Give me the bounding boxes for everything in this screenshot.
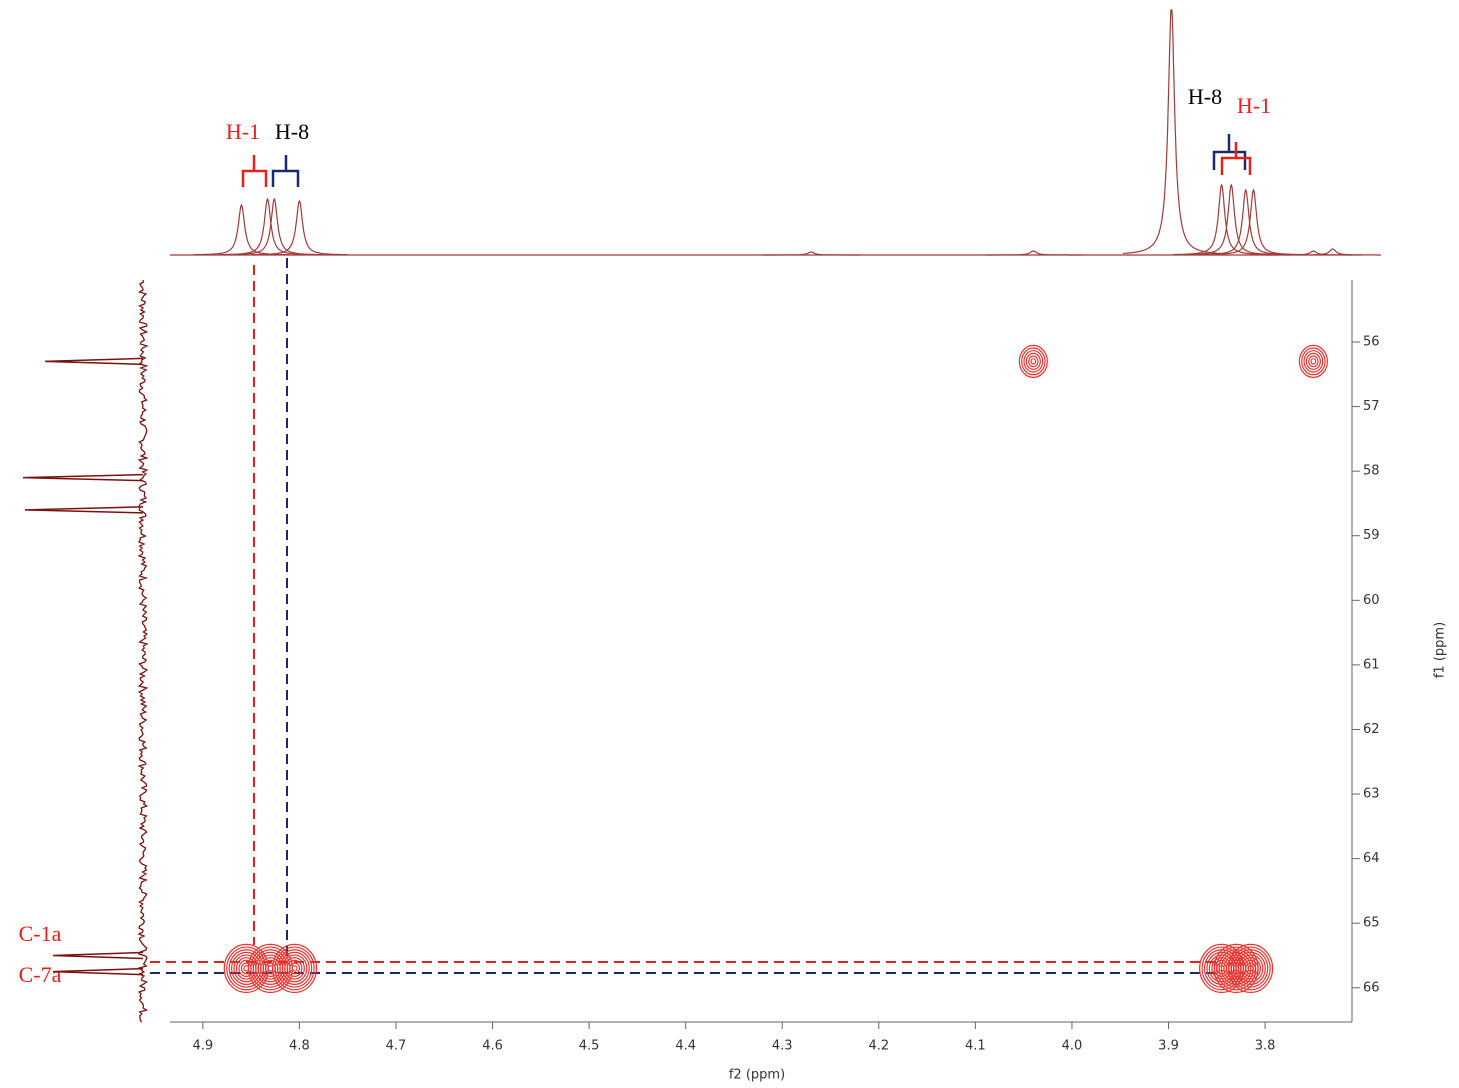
brackets — [241, 134, 1252, 187]
f1-noise — [137, 279, 149, 1023]
x-tick-label: 3.9 — [1158, 1039, 1179, 1054]
x-tick-label: 4.8 — [289, 1039, 310, 1054]
annotation: H-1 — [226, 119, 260, 144]
f2-peak — [1123, 9, 1220, 254]
f2-peak — [1284, 248, 1381, 256]
annotation: H-1 — [1237, 93, 1271, 118]
f1-peak — [52, 951, 144, 960]
annotation: H-8 — [275, 119, 309, 144]
y-tick-label: 60 — [1363, 593, 1380, 608]
f2-peak — [193, 203, 290, 256]
x-tick-label: 4.2 — [868, 1039, 889, 1054]
guides — [150, 258, 1218, 974]
f2-peak — [1205, 188, 1302, 256]
y-tick-label: 58 — [1363, 464, 1380, 479]
x-tick-label: 4.0 — [1062, 1039, 1083, 1054]
y-tick-label: 66 — [1363, 980, 1380, 995]
x-tick-label: 4.5 — [579, 1039, 600, 1054]
cross-peak — [1199, 943, 1245, 994]
cross-peak — [1298, 344, 1328, 378]
cross-peak — [1228, 943, 1274, 994]
y-axis-label: f1 (ppm) — [1433, 622, 1448, 678]
f2-peak — [226, 197, 323, 256]
f2-peak — [250, 199, 348, 256]
annotation: C-1a — [19, 921, 62, 946]
x-tick-label: 4.7 — [386, 1039, 407, 1054]
f1-peak — [44, 357, 144, 366]
y-tick-label: 62 — [1363, 722, 1380, 737]
x-tick-label: 4.9 — [192, 1039, 213, 1054]
cross-peak — [1018, 344, 1048, 378]
f1-peak — [22, 473, 144, 482]
x-tick-label: 4.4 — [675, 1039, 696, 1054]
x-tick-label: 4.6 — [482, 1039, 503, 1054]
f1-peak — [24, 506, 144, 514]
annotation: C-7a — [19, 962, 62, 987]
y-tick-label: 61 — [1363, 657, 1380, 672]
x-tick-label: 4.1 — [965, 1039, 986, 1054]
x-axis-label: f2 (ppm) — [729, 1068, 785, 1083]
y-tick-label: 56 — [1363, 334, 1380, 349]
x-tick-label: 3.8 — [1255, 1039, 1276, 1054]
annotation: H-8 — [1188, 84, 1222, 109]
y-tick-label: 65 — [1363, 916, 1380, 931]
y-tick-label: 63 — [1363, 787, 1380, 802]
f1-peak — [52, 967, 144, 976]
f2-peak — [762, 251, 860, 256]
y-tick-label: 57 — [1363, 399, 1380, 414]
x-tick-label: 4.3 — [772, 1039, 793, 1054]
f2-peak — [985, 250, 1082, 256]
cross-peak — [271, 943, 318, 994]
y-tick-label: 64 — [1363, 851, 1380, 866]
y-tick-label: 59 — [1363, 528, 1380, 543]
